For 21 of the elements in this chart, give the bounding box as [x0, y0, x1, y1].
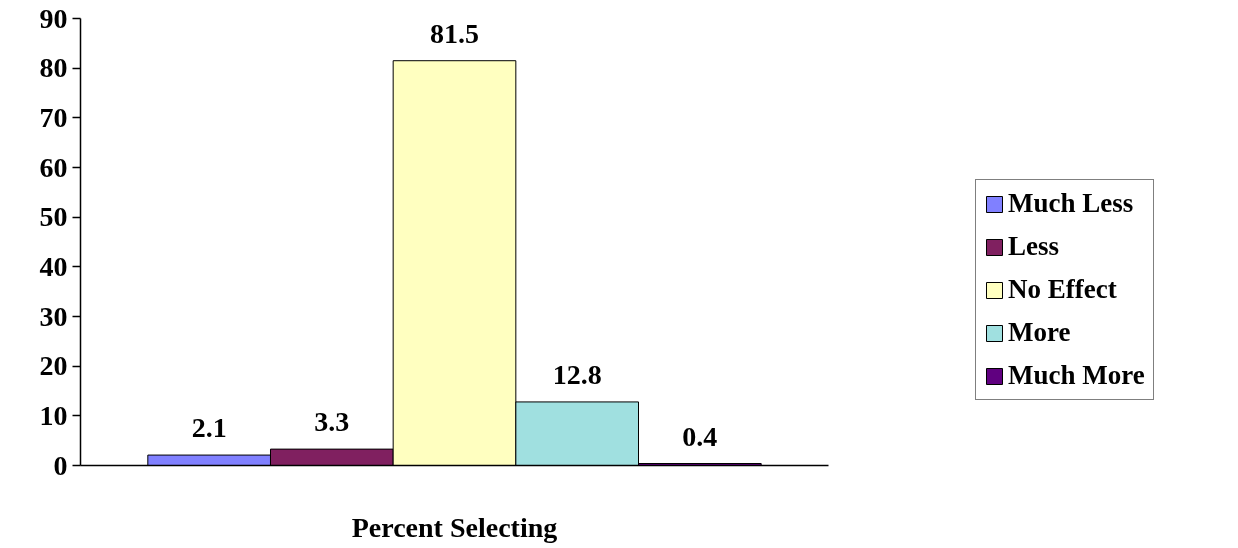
y-tick-label: 50: [39, 201, 68, 233]
legend-label: No Effect: [1008, 274, 1117, 305]
y-tick-label: 60: [39, 151, 68, 183]
x-tick-label: Percent Selecting: [351, 511, 558, 543]
y-tick-label: 40: [39, 250, 68, 282]
data-label: 81.5: [430, 17, 479, 49]
y-tick-label: 70: [39, 101, 68, 133]
y-tick-label: 20: [39, 350, 68, 382]
legend-label: Much More: [1008, 360, 1145, 391]
data-label: 0.4: [682, 420, 718, 452]
y-tick-label: 30: [39, 300, 68, 332]
y-tick-label: 10: [39, 399, 68, 431]
data-label: 2.1: [191, 412, 227, 444]
data-label: 3.3: [314, 406, 350, 438]
legend-label: More: [1008, 317, 1071, 348]
legend-label: Less: [1008, 231, 1060, 262]
legend-label: Much Less: [1008, 188, 1134, 219]
y-tick-label: 80: [39, 52, 68, 84]
y-tick-label: 0: [53, 449, 68, 481]
y-tick-label: 90: [39, 2, 68, 34]
data-label: 12.8: [552, 358, 602, 390]
